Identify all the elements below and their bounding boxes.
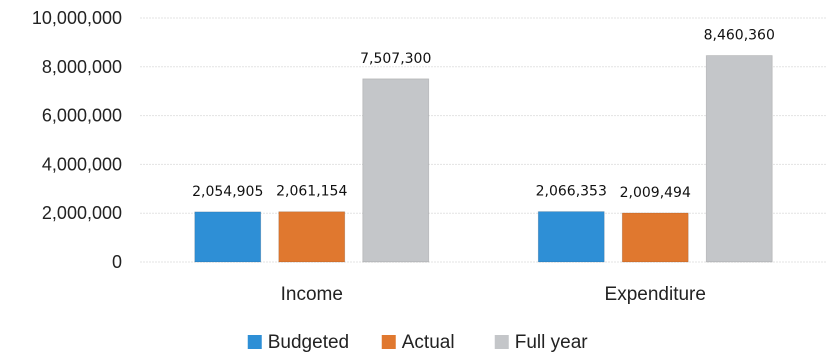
y-tick-label: 4,000,000 xyxy=(42,154,122,174)
data-label: 7,507,300 xyxy=(360,51,431,67)
legend-swatch xyxy=(247,335,262,349)
legend-label: Actual xyxy=(402,332,455,353)
data-label: 2,061,154 xyxy=(276,184,347,200)
data-label: 2,066,353 xyxy=(536,184,607,200)
bar-full-year xyxy=(362,78,430,263)
data-label: 2,054,905 xyxy=(192,184,263,200)
data-label: 8,460,360 xyxy=(704,28,775,44)
data-labels: 2,054,905 2,061,154 7,507,300 2,066,353 2,00… xyxy=(192,28,775,201)
y-tick-label: 6,000,000 xyxy=(42,106,122,126)
legend-label: Budgeted xyxy=(268,332,349,353)
y-tick-label: 0 xyxy=(112,252,122,272)
bars xyxy=(194,55,773,263)
y-tick-label: 8,000,000 xyxy=(42,57,122,77)
legend: Budgeted Actual Full year xyxy=(247,332,589,353)
bar-full-year xyxy=(705,55,773,263)
legend-label: Full year xyxy=(515,332,589,353)
bar-budgeted xyxy=(537,211,605,263)
bar-actual xyxy=(278,211,346,263)
x-category-label: Income xyxy=(281,284,343,305)
legend-swatch xyxy=(494,335,509,349)
bar-actual xyxy=(621,212,689,263)
legend-swatch xyxy=(381,335,396,349)
y-axis-ticks: 0 2,000,000 4,000,000 6,000,000 8,000,000 10,… xyxy=(32,8,122,272)
x-category-label: Expenditure xyxy=(605,284,706,305)
bar-budgeted xyxy=(194,211,262,263)
y-tick-label: 2,000,000 xyxy=(42,203,122,223)
x-axis-categories: Income Expenditure xyxy=(281,284,706,305)
data-label: 2,009,494 xyxy=(620,185,691,201)
y-tick-label: 10,000,000 xyxy=(32,8,122,28)
